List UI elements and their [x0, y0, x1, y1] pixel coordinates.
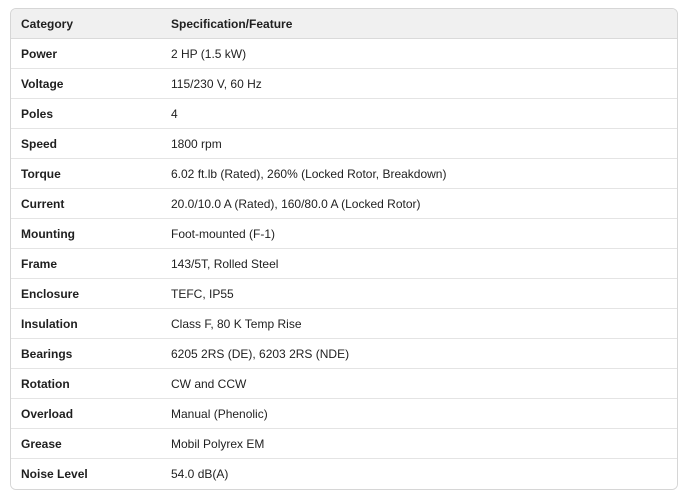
category-cell: Voltage — [11, 69, 161, 99]
spec-cell: TEFC, IP55 — [161, 279, 677, 309]
table-row: Speed 1800 rpm — [11, 129, 677, 159]
category-cell: Current — [11, 189, 161, 219]
table-row: Mounting Foot-mounted (F-1) — [11, 219, 677, 249]
table-row: Current 20.0/10.0 A (Rated), 160/80.0 A … — [11, 189, 677, 219]
spec-cell: CW and CCW — [161, 369, 677, 399]
motor-specification-table: Category Specification/Feature Power 2 H… — [10, 8, 678, 490]
table-row: Power 2 HP (1.5 kW) — [11, 39, 677, 69]
table-row: Torque 6.02 ft.lb (Rated), 260% (Locked … — [11, 159, 677, 189]
category-cell: Speed — [11, 129, 161, 159]
table-row: Poles 4 — [11, 99, 677, 129]
category-cell: Insulation — [11, 309, 161, 339]
table-row: Voltage 115/230 V, 60 Hz — [11, 69, 677, 99]
column-header-specification: Specification/Feature — [161, 9, 677, 39]
spec-cell: 115/230 V, 60 Hz — [161, 69, 677, 99]
spec-cell: Class F, 80 K Temp Rise — [161, 309, 677, 339]
spec-cell: Manual (Phenolic) — [161, 399, 677, 429]
category-cell: Overload — [11, 399, 161, 429]
category-cell: Power — [11, 39, 161, 69]
table-row: Insulation Class F, 80 K Temp Rise — [11, 309, 677, 339]
table-row: Enclosure TEFC, IP55 — [11, 279, 677, 309]
category-cell: Grease — [11, 429, 161, 459]
spec-cell: Mobil Polyrex EM — [161, 429, 677, 459]
category-cell: Rotation — [11, 369, 161, 399]
table-row: Overload Manual (Phenolic) — [11, 399, 677, 429]
category-cell: Mounting — [11, 219, 161, 249]
spec-cell: 2 HP (1.5 kW) — [161, 39, 677, 69]
column-header-category: Category — [11, 9, 161, 39]
category-cell: Bearings — [11, 339, 161, 369]
table-header: Category Specification/Feature — [11, 9, 677, 39]
header-row: Category Specification/Feature — [11, 9, 677, 39]
table-row: Noise Level 54.0 dB(A) — [11, 459, 677, 489]
spec-cell: 54.0 dB(A) — [161, 459, 677, 489]
spec-cell: 20.0/10.0 A (Rated), 160/80.0 A (Locked … — [161, 189, 677, 219]
category-cell: Noise Level — [11, 459, 161, 489]
spec-cell: 6205 2RS (DE), 6203 2RS (NDE) — [161, 339, 677, 369]
category-cell: Torque — [11, 159, 161, 189]
table-row: Frame 143/5T, Rolled Steel — [11, 249, 677, 279]
category-cell: Enclosure — [11, 279, 161, 309]
spec-cell: 4 — [161, 99, 677, 129]
spec-cell: 6.02 ft.lb (Rated), 260% (Locked Rotor, … — [161, 159, 677, 189]
category-cell: Frame — [11, 249, 161, 279]
spec-cell: 143/5T, Rolled Steel — [161, 249, 677, 279]
table-body: Power 2 HP (1.5 kW) Voltage 115/230 V, 6… — [11, 39, 677, 489]
table-row: Rotation CW and CCW — [11, 369, 677, 399]
spec-cell: 1800 rpm — [161, 129, 677, 159]
spec-cell: Foot-mounted (F-1) — [161, 219, 677, 249]
table-row: Grease Mobil Polyrex EM — [11, 429, 677, 459]
table-row: Bearings 6205 2RS (DE), 6203 2RS (NDE) — [11, 339, 677, 369]
category-cell: Poles — [11, 99, 161, 129]
